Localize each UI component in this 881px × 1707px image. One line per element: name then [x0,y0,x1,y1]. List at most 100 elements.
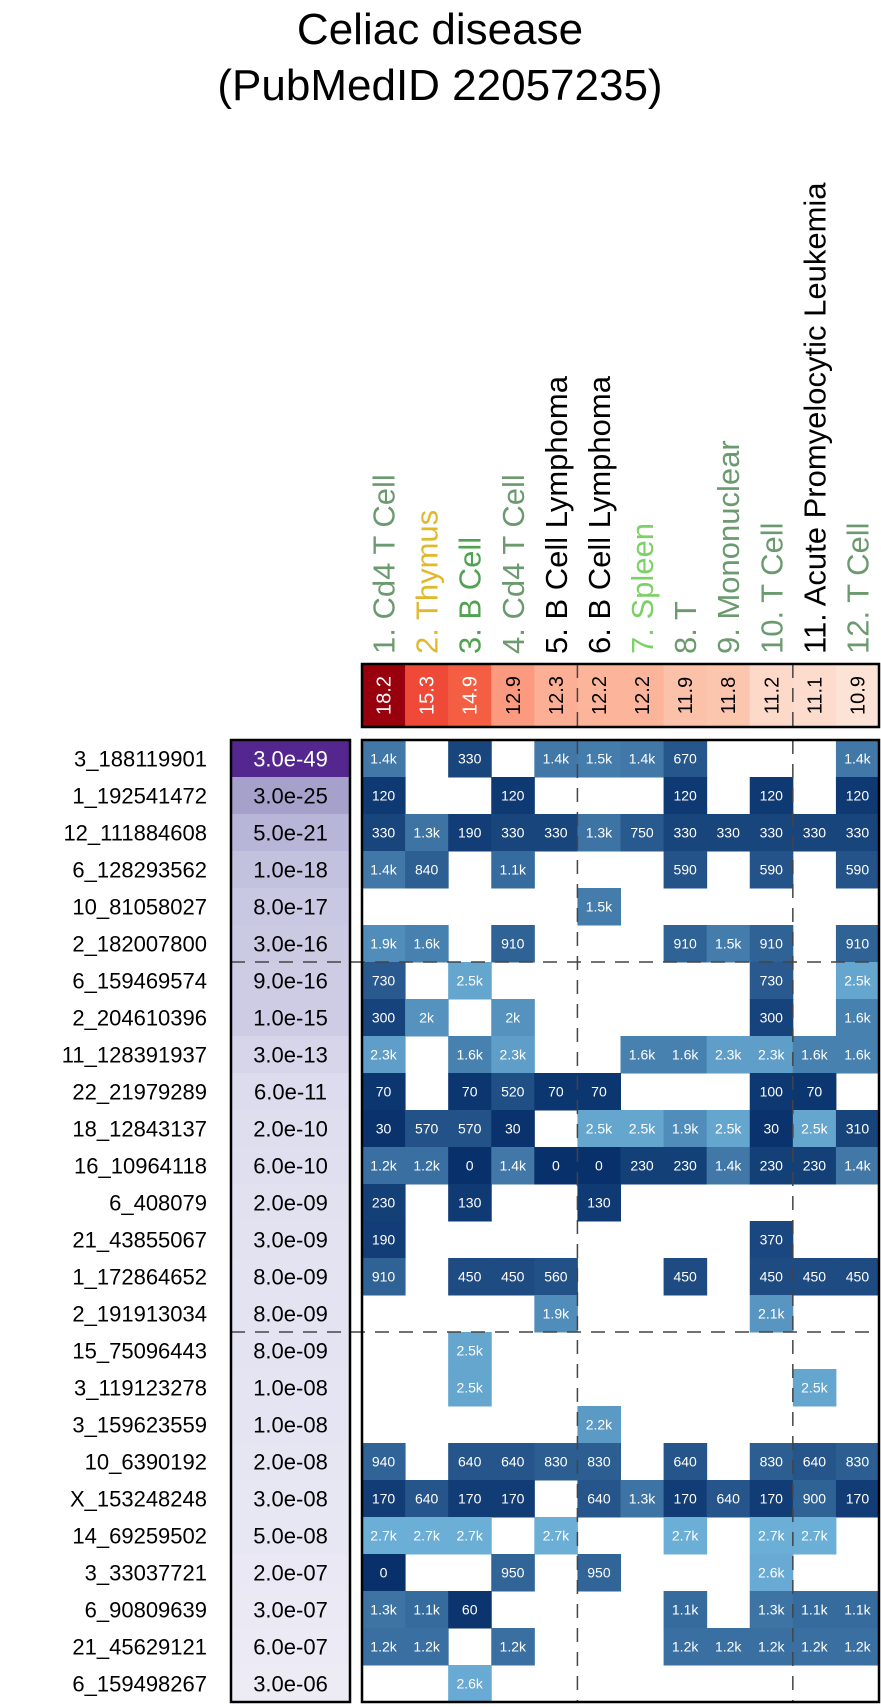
heatmap-cell [620,814,665,852]
enrichment-value: 14.9 [460,676,482,715]
cell-value: 1.4k [844,751,871,767]
heatmap-cell [749,1591,794,1629]
cell-value: 120 [760,788,784,804]
cell-value: 2.5k [801,1380,828,1396]
cell-value: 2.7k [758,1528,785,1544]
cell-value: 1.4k [370,751,397,767]
pvalue-cell [231,1628,350,1666]
heatmap-cell [534,814,578,852]
cell-value: 590 [673,862,697,878]
snp-label: 1_172864652 [72,1265,207,1290]
cell-value: 230 [760,1158,784,1174]
heatmap-cell [706,1480,751,1518]
pvalue-label: 3.0e-06 [253,1672,328,1697]
heatmap-cell [362,851,406,889]
cell-value: 0 [466,1158,474,1174]
column-label: 5. B Cell Lymphoma [539,375,574,654]
snp-label: 21_45629121 [72,1635,207,1660]
heatmap-cell [792,1110,837,1148]
heatmap-cell [663,1591,708,1629]
pvalue-frame [229,738,352,1704]
enrichment-cell [448,664,492,727]
snp-label: 3_33037721 [85,1561,207,1586]
snp-label: 3_188119901 [74,747,207,772]
heatmap-cell [620,1147,665,1185]
cell-value: 170 [372,1491,396,1507]
heatmap-cell [405,1591,449,1629]
pvalue-label: 6.0e-11 [254,1080,327,1105]
heatmap-cell [835,1591,880,1629]
cell-value: 1.6k [801,1047,828,1063]
heatmap-cell [362,814,406,852]
heatmap-cell [491,1036,535,1074]
cell-value: 300 [760,1010,784,1026]
heatmap-cell [534,1295,578,1333]
pvalue-label: 2.0e-07 [253,1561,328,1586]
cell-value: 170 [760,1491,784,1507]
cell-value: 170 [458,1491,482,1507]
cell-value: 170 [846,1491,870,1507]
cell-value: 1.3k [413,825,440,841]
pvalue-cell [231,1110,350,1148]
cell-value: 0 [552,1158,560,1174]
cell-value: 170 [501,1491,525,1507]
pvalue-cell [231,925,350,963]
pvalue-label: 3.0e-49 [253,747,328,772]
cell-value: 830 [544,1454,568,1470]
cell-value: 1.6k [629,1047,656,1063]
cell-value: 560 [544,1269,568,1285]
heatmap-cell [362,999,406,1037]
cell-value: 100 [760,1084,784,1100]
heatmap-cell [792,1258,837,1296]
heatmap-cell [448,1443,492,1481]
heatmap-cell [362,1036,406,1074]
cell-value: 30 [764,1121,780,1137]
heatmap-cell [663,1628,708,1666]
heatmap-cell [362,740,406,778]
cell-value: 1.2k [413,1158,440,1174]
cell-value: 2.6k [456,1676,483,1692]
cell-value: 330 [717,825,741,841]
heatmap-cell [749,999,794,1037]
heatmap-cell [491,777,535,815]
heatmap-cell [405,999,449,1037]
heatmap-cell [448,962,492,1000]
cell-value: 2.5k [456,1380,483,1396]
cell-value: 2.7k [370,1528,397,1544]
heatmap-cell [577,1147,621,1185]
cell-value: 450 [803,1269,827,1285]
heatmap-cell [448,1110,492,1148]
heatmap-cell [749,814,794,852]
enrichment-cell [792,664,837,727]
heatmap-cell [706,1036,751,1074]
enrichment-value: 12.2 [589,676,611,715]
cell-value: 1.3k [370,1602,397,1618]
heatmap-cell [448,740,492,778]
cell-value: 830 [846,1454,870,1470]
heatmap-cell [405,1147,449,1185]
heatmap-cell [448,1147,492,1185]
column-label: 3. B Cell [453,537,488,654]
cell-value: 910 [846,936,870,952]
pvalue-label: 3.0e-08 [253,1487,328,1512]
cell-value: 1.9k [543,1306,570,1322]
pvalue-label: 8.0e-09 [253,1339,328,1364]
cell-value: 830 [587,1454,611,1470]
heatmap-cell [749,1517,794,1555]
heatmap-cell [491,1147,535,1185]
heatmap-cell [577,814,621,852]
pvalue-label: 5.0e-08 [253,1524,328,1549]
heatmap-cell [362,1628,406,1666]
cell-value: 2.3k [500,1047,527,1063]
heatmap-cell [362,1554,406,1592]
enrichment-cell [577,664,621,727]
heatmap-cell [792,1443,837,1481]
pvalue-cell [231,1073,350,1111]
heatmap-cell [448,814,492,852]
heatmap-cell [835,1443,880,1481]
cell-value: 2.7k [543,1528,570,1544]
heatmap-cell [491,1073,535,1111]
cell-value: 2.7k [801,1528,828,1544]
pvalue-label: 8.0e-09 [253,1302,328,1327]
cell-value: 120 [501,788,525,804]
